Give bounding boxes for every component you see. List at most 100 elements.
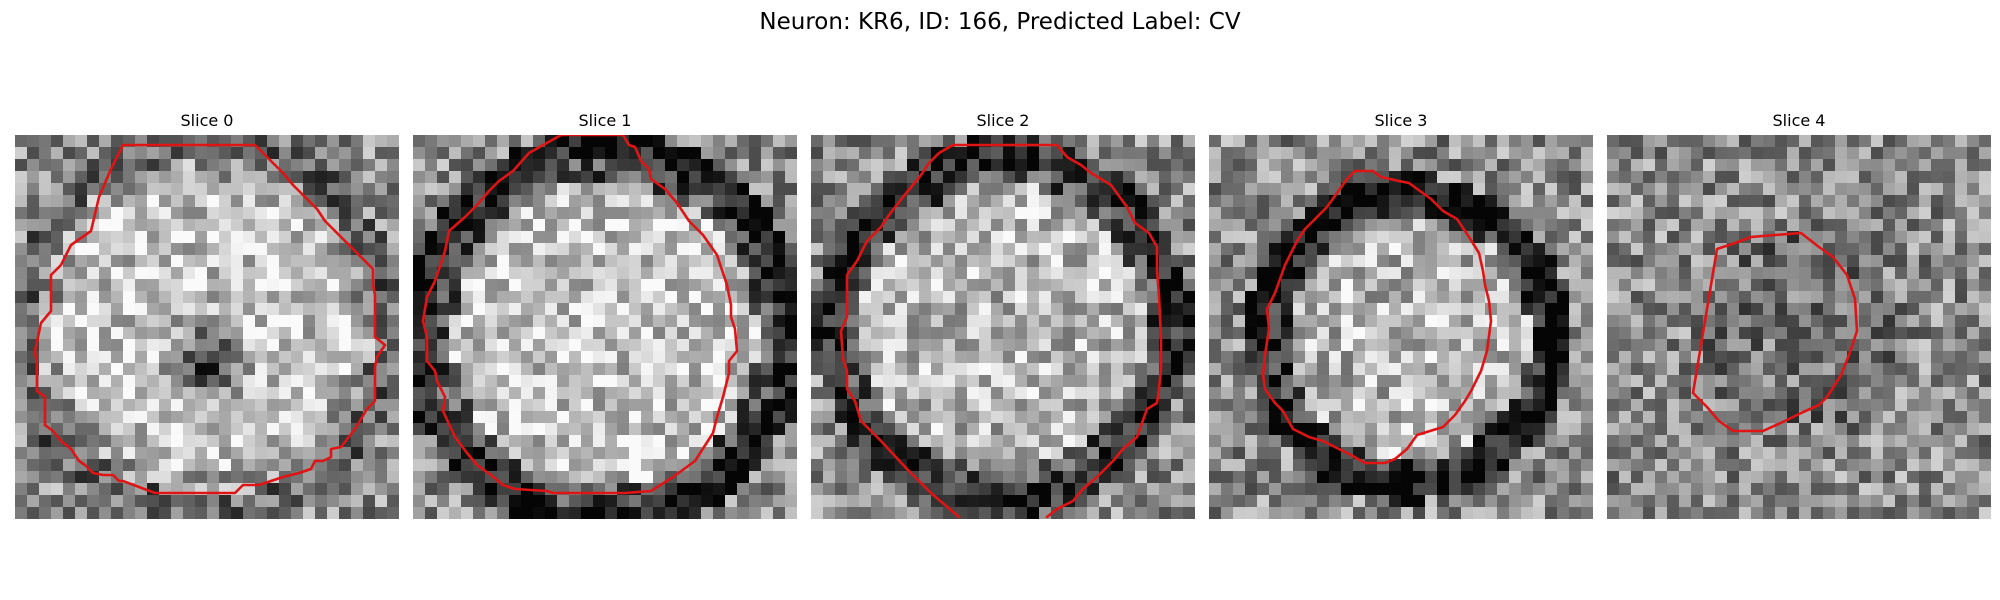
pixel	[1353, 315, 1366, 328]
pixel	[1099, 243, 1112, 256]
pixel	[375, 327, 388, 340]
pixel	[1413, 291, 1426, 304]
pixel	[1051, 339, 1064, 352]
pixel	[943, 195, 956, 208]
pixel	[991, 279, 1004, 292]
pixel	[1631, 423, 1644, 436]
pixel	[1497, 327, 1510, 340]
pixel	[1341, 303, 1354, 316]
pixel	[1015, 495, 1028, 508]
pixel	[1473, 195, 1486, 208]
pixel	[907, 231, 920, 244]
pixel	[1955, 279, 1968, 292]
pixel	[823, 303, 836, 316]
pixel	[689, 303, 702, 316]
pixel	[449, 399, 462, 412]
pixel	[1931, 171, 1944, 184]
pixel	[291, 423, 304, 436]
pixel	[255, 147, 268, 160]
pixel	[63, 471, 76, 484]
pixel	[1171, 243, 1184, 256]
pixel	[413, 291, 426, 304]
pixel	[641, 219, 654, 232]
pixel	[1389, 315, 1402, 328]
pixel	[1509, 171, 1522, 184]
pixel	[1159, 495, 1172, 508]
pixel	[713, 291, 726, 304]
pixel	[1485, 387, 1498, 400]
pixel	[1545, 447, 1558, 460]
pixel	[605, 351, 618, 364]
pixel	[1099, 495, 1112, 508]
pixel	[255, 171, 268, 184]
pixel	[1147, 159, 1160, 172]
pixel	[255, 231, 268, 244]
pixel	[895, 411, 908, 424]
pixel	[1485, 219, 1498, 232]
pixel	[387, 399, 399, 412]
pixel	[15, 423, 28, 436]
pixel	[219, 339, 232, 352]
pixel	[63, 303, 76, 316]
pixel	[737, 231, 750, 244]
pixel	[557, 243, 570, 256]
pixel	[883, 135, 896, 148]
pixel	[1509, 279, 1522, 292]
pixel	[1063, 279, 1076, 292]
pixel	[1269, 423, 1282, 436]
pixel	[737, 255, 750, 268]
pixel	[1703, 459, 1716, 472]
pixel	[785, 171, 797, 184]
pixel	[1027, 303, 1040, 316]
pixel	[351, 363, 364, 376]
pixel	[931, 327, 944, 340]
pixel	[1979, 195, 1991, 208]
pixel	[629, 207, 642, 220]
pixel	[171, 207, 184, 220]
pixel	[207, 387, 220, 400]
pixel	[51, 279, 64, 292]
pixel	[1015, 207, 1028, 220]
pixel	[701, 171, 714, 184]
pixel	[1667, 375, 1680, 388]
pixel	[485, 243, 498, 256]
pixel	[773, 279, 786, 292]
pixel	[1377, 195, 1390, 208]
pixel	[15, 495, 28, 508]
pixel	[1245, 183, 1258, 196]
pixel	[1715, 147, 1728, 160]
pixel	[617, 243, 630, 256]
pixel	[967, 255, 980, 268]
pixel	[641, 231, 654, 244]
pixel	[111, 171, 124, 184]
pixel	[291, 327, 304, 340]
pixel	[677, 351, 690, 364]
pixel	[533, 423, 546, 436]
pixel	[1727, 447, 1740, 460]
pixel	[677, 159, 690, 172]
pixel	[183, 507, 196, 519]
pixel	[823, 219, 836, 232]
pixel	[1509, 291, 1522, 304]
pixel	[811, 399, 824, 412]
pixel	[509, 327, 522, 340]
pixel	[1365, 483, 1378, 496]
pixel	[665, 243, 678, 256]
pixel	[1581, 507, 1593, 519]
pixel	[375, 483, 388, 496]
pixel	[907, 207, 920, 220]
pixel	[1727, 387, 1740, 400]
pixel	[1485, 243, 1498, 256]
pixel	[761, 459, 774, 472]
pixel	[1099, 447, 1112, 460]
pixel	[1859, 411, 1872, 424]
pixel	[1269, 147, 1282, 160]
pixel	[1461, 171, 1474, 184]
pixel	[1751, 351, 1764, 364]
pixel	[87, 171, 100, 184]
pixel	[135, 375, 148, 388]
pixel	[823, 363, 836, 376]
pixel	[63, 363, 76, 376]
pixel	[75, 339, 88, 352]
pixel	[955, 423, 968, 436]
